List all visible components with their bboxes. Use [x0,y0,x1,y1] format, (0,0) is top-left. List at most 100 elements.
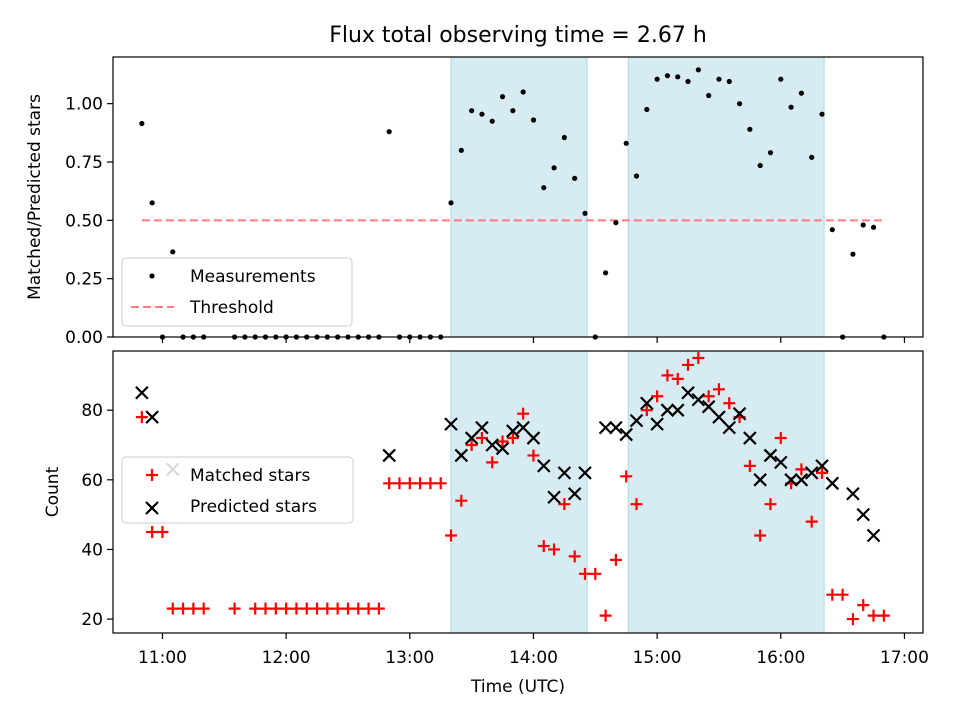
shaded-interval [627,56,825,338]
measurement-point [644,106,650,113]
measurement-point [139,120,145,127]
matched-star-point [259,602,272,615]
matched-star-point [568,550,581,563]
legend-threshold-label: Threshold [189,298,274,318]
top-x-ticks [161,337,906,343]
bottom-panel-frame [112,350,924,634]
measurement-point [675,74,681,80]
x-tick-label: 13:00 [385,648,434,668]
matched-star-point [414,477,427,490]
measurement-point [499,94,506,100]
predicted-star-point [650,417,664,431]
observing-windows [450,56,825,338]
predicted-star-point [825,476,840,491]
matched-star-point [146,526,159,539]
matched-star-point [156,526,169,539]
matched-star-point [640,404,653,417]
legend-measurements-marker [149,273,155,279]
bottom-y-axis-label: Count [43,466,63,517]
predicted-star-point [846,486,860,501]
measurement-point [757,162,763,169]
top-legend: Measurements Threshold [121,257,353,327]
predicted-star-point [557,466,572,480]
top-y-axis-label: Matched/Predicted stars [25,94,45,300]
top-panel: 0.00 0.25 0.50 0.75 1.00 Matched/Predicted s… [25,56,924,348]
x-axis-label: Time (UTC) [470,677,565,697]
predicted-star-point [640,396,654,410]
predicted-star-point [609,420,623,435]
matched-star-point [857,599,870,612]
matched-star-point [280,602,293,615]
matched-star-point [197,602,210,615]
predicted-star-point [629,413,644,428]
matched-star-point [135,411,148,424]
matched-star-point [692,351,705,364]
predicted-star-point [135,386,149,400]
matched-star-point [651,390,664,403]
predicted-star-point [382,448,396,463]
matched-star-point [599,609,612,622]
shaded-interval [450,56,588,338]
x-tick-label: 14:00 [509,648,558,668]
predicted-star-point [794,473,809,487]
matched-star-point [630,498,643,511]
matched-star-point [465,439,478,451]
matched-star-point [300,602,313,615]
matched-star-point [434,477,447,490]
predicted-star-point [578,466,592,480]
predicted-star-point [804,466,819,480]
observing-windows [450,350,825,634]
measurement-point [695,67,701,73]
matched-star-point [341,602,354,615]
matched-star-point [362,602,375,615]
matched-star-point [661,369,674,382]
matched-star-point [682,358,695,371]
measurement-point [170,249,176,255]
matched-star-point [743,459,756,472]
matched-star-point [877,609,890,622]
measurement-point [469,108,475,114]
predicted-star-point [712,410,726,424]
predicted-star-point [464,431,479,445]
matched-star-point [826,588,839,601]
bottom-legend: Matched stars Predicted stars [121,456,354,524]
y-tick-label: 0.25 [65,270,103,290]
matched-star-point [424,477,437,490]
predicted-star-point [444,417,458,431]
measurement-point [633,173,640,179]
x-tick-label: 16:00 [756,648,805,668]
matched-star-point [445,529,458,542]
measurement-point [510,108,516,114]
predicted-star-point [145,410,159,424]
matched-star-point [712,383,725,396]
legend-matched-label: Matched stars [190,466,310,486]
matched-star-point [846,613,859,626]
matched-star-point [537,539,550,552]
matched-star-point [290,602,303,615]
measurement-point [860,222,866,228]
predicted-star-point [763,448,778,463]
predicted-star-point [753,473,767,487]
matched-star-point [403,477,416,490]
predicted-star-point [475,420,489,435]
y-tick-label: 1.00 [65,95,103,115]
matched-star-point [702,390,715,403]
matched-star-point [578,567,591,580]
bottom-legend-box [121,456,354,524]
matched-star-point [475,432,488,445]
matched-star-point [548,543,561,556]
y-tick-label: 60 [81,471,103,491]
measurement-point [530,117,537,123]
measurement-point [798,90,804,96]
x-tick-label: 12:00 [262,648,311,668]
matched-star-point [249,602,262,615]
x-tick-label: 11:00 [138,648,187,668]
measurement-point [613,220,619,226]
predicted-star-point [691,392,706,407]
matched-star-point [177,602,190,615]
matched-star-point [372,602,385,615]
matched-star-point [496,435,509,448]
matched-star-point [352,602,365,615]
